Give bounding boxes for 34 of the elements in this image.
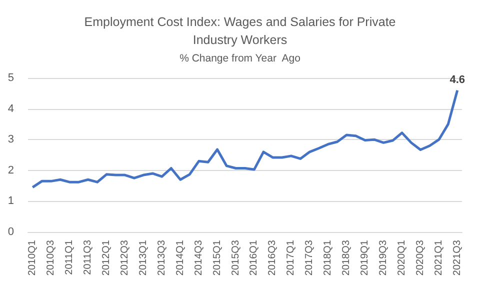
x-tick-label: 2013Q3 xyxy=(156,240,168,276)
x-tick-label: 2014Q3 xyxy=(193,240,204,276)
y-tick-label: 0 xyxy=(8,226,14,238)
x-tick-label: 2020Q3 xyxy=(414,240,426,276)
x-tick-label: 2016Q3 xyxy=(267,240,278,276)
x-tick-label: 2011Q3 xyxy=(82,240,94,275)
x-tick-label: 2017Q3 xyxy=(304,240,316,276)
chart-title: Employment Cost Index: Wages and Salaries for Private Industry Workers xyxy=(84,15,396,47)
x-tick-label: 2018Q1 xyxy=(322,240,334,276)
y-tick-label: 3 xyxy=(8,134,14,146)
x-tick-label: 2018Q3 xyxy=(341,240,352,276)
x-tick-label: 2012Q1 xyxy=(100,240,112,276)
y-tick-label: 4 xyxy=(8,102,14,115)
y-tick-label: 5 xyxy=(8,72,14,84)
x-tick-label: 2016Q1 xyxy=(248,240,260,276)
x-tick-label: 2021Q3 xyxy=(452,240,463,276)
x-tick-label: 2013Q1 xyxy=(138,240,149,276)
x-tick-label: 2014Q1 xyxy=(174,240,186,276)
x-tick-label: 2021Q1 xyxy=(433,240,444,276)
data-label: 4.6 xyxy=(450,74,466,86)
y-tick-label: 1 xyxy=(8,195,14,208)
line-series xyxy=(31,89,459,189)
x-tick-label: 2010Q1 xyxy=(27,240,38,276)
chart-subtitle: % Change from Year Ago xyxy=(180,52,301,64)
x-tick-label: 2015Q1 xyxy=(212,240,223,276)
x-tick-label: 2015Q3 xyxy=(230,240,242,276)
x-tick-label: 2010Q3 xyxy=(46,240,57,276)
y-tick-label: 2 xyxy=(8,164,14,176)
x-tick-label: 2011Q1 xyxy=(64,240,76,275)
x-tick-label: 2020Q1 xyxy=(396,240,408,276)
x-tick-label: 2019Q3 xyxy=(378,240,390,276)
x-tick-label: 2012Q3 xyxy=(119,240,130,276)
x-tick-label: 2019Q1 xyxy=(360,240,371,276)
x-tick-label: 2017Q1 xyxy=(286,240,297,276)
